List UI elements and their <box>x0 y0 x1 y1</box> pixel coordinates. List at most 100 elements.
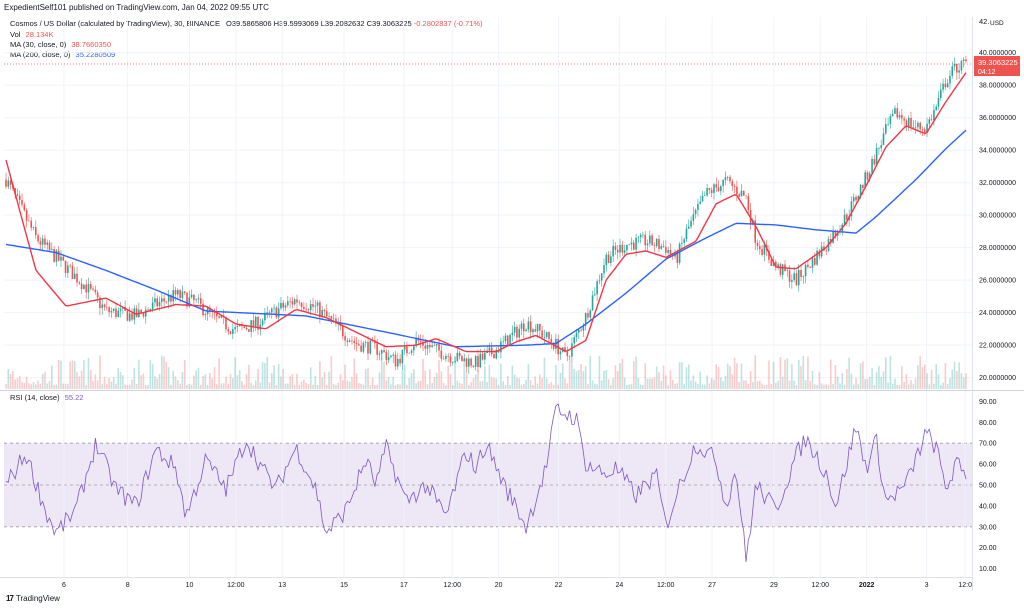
candle-body <box>346 340 349 342</box>
volume-bar <box>628 384 630 389</box>
candle-body <box>660 246 663 249</box>
volume-bar <box>875 371 878 389</box>
candle-body <box>264 312 266 321</box>
volume-bar <box>451 384 454 389</box>
candle-body <box>761 249 763 255</box>
candle-body <box>62 256 65 261</box>
volume-bar <box>406 385 408 389</box>
volume-bar <box>953 361 956 389</box>
volume-bar <box>497 384 500 389</box>
candle-body <box>697 203 699 210</box>
candle-body <box>195 299 197 301</box>
rsi-band-layer <box>4 442 972 528</box>
rsi-line[interactable] <box>5 403 967 562</box>
rsi-legend[interactable]: RSI (14, close) 55.22 <box>10 393 83 402</box>
grid-layer <box>4 17 972 577</box>
volume-bar <box>339 374 342 389</box>
symbol-legend: Cosmos / US Dollar (calculated by Tradin… <box>10 19 483 28</box>
volume-bar <box>685 367 688 389</box>
candle-body <box>78 282 81 284</box>
volume-bar <box>209 372 211 389</box>
candle-body <box>937 97 940 107</box>
candle-body <box>690 220 692 227</box>
volume-bar <box>635 356 637 389</box>
volume-bar <box>713 379 715 389</box>
candle-body <box>532 329 534 333</box>
candle-body <box>910 117 912 128</box>
volume-bar <box>651 378 653 389</box>
volume-bar <box>167 367 170 389</box>
candle-body <box>807 264 809 267</box>
volume-bar <box>470 382 472 389</box>
volume-bar <box>204 374 207 389</box>
time-tick-label: 12:00 <box>812 582 830 589</box>
volume-bar <box>314 375 317 389</box>
candle-body <box>64 260 67 273</box>
symbol-name[interactable]: Cosmos / US Dollar (calculated by Tradin… <box>10 19 220 28</box>
volume-bar <box>607 379 610 389</box>
candle-body <box>328 316 330 317</box>
candle-body <box>534 329 537 332</box>
ma30-line[interactable] <box>5 72 967 353</box>
ma30-legend[interactable]: MA (30, close, 0) 38.7660350 <box>10 40 111 49</box>
volume-bar <box>346 380 349 389</box>
volume-bar <box>850 373 853 389</box>
volume-bar <box>250 382 252 389</box>
volume-bar <box>106 384 108 389</box>
candle-body <box>642 234 644 236</box>
volume-bar <box>332 383 335 389</box>
candle-body <box>144 309 147 317</box>
volume-bar <box>543 357 546 389</box>
volume-bar <box>807 356 809 389</box>
volume-bar <box>555 364 557 389</box>
volume-bar <box>18 376 21 389</box>
volume-bar <box>534 376 537 389</box>
candle-body <box>112 308 115 312</box>
volume-bar <box>793 380 795 389</box>
candle-body <box>481 353 484 360</box>
ma200-legend[interactable]: MA (200, close, 0) 35.2280509 <box>10 50 115 59</box>
candle-body <box>775 261 777 268</box>
volume-bar <box>73 361 76 389</box>
volume-bar <box>190 384 193 389</box>
volume-bar <box>268 382 271 389</box>
volume-bar <box>630 384 633 389</box>
candle-body <box>413 346 415 351</box>
candle-body <box>738 194 740 197</box>
candle-body <box>197 298 200 300</box>
candle-body <box>83 284 85 289</box>
candle-body <box>449 356 452 363</box>
volume-bar <box>252 384 255 389</box>
candle-body <box>362 342 365 352</box>
volume-layer <box>5 355 967 389</box>
ma200-line[interactable] <box>5 129 967 348</box>
candle-body <box>637 237 640 238</box>
candle-body <box>312 304 314 307</box>
candle-body <box>864 172 866 188</box>
volume-bar <box>124 384 126 389</box>
volume-bar <box>658 372 660 389</box>
candle-body <box>699 201 702 204</box>
volume-bar <box>907 384 910 389</box>
volume-bar <box>277 363 280 389</box>
tradingview-logo[interactable]: 17 TradingView <box>6 594 60 603</box>
volume-bar <box>126 384 129 389</box>
volume-bar <box>704 384 706 389</box>
candle-body <box>248 329 250 332</box>
candle-body <box>71 265 74 280</box>
volume-bar <box>878 365 880 389</box>
candle-body <box>55 250 58 262</box>
ma200-label: MA (200, close, 0) <box>10 50 71 59</box>
volume-bar <box>154 376 156 389</box>
volume-bar <box>264 363 266 389</box>
candle-body <box>266 312 268 313</box>
candle-body <box>930 119 933 121</box>
volume-bar <box>577 370 580 389</box>
volume-bar <box>165 362 168 389</box>
volume-bar <box>694 381 697 389</box>
time-tick-label: 20 <box>495 582 503 589</box>
volume-bar <box>438 360 440 389</box>
volume-bar <box>325 384 328 389</box>
volume-legend[interactable]: Vol 28.134K <box>10 30 53 39</box>
